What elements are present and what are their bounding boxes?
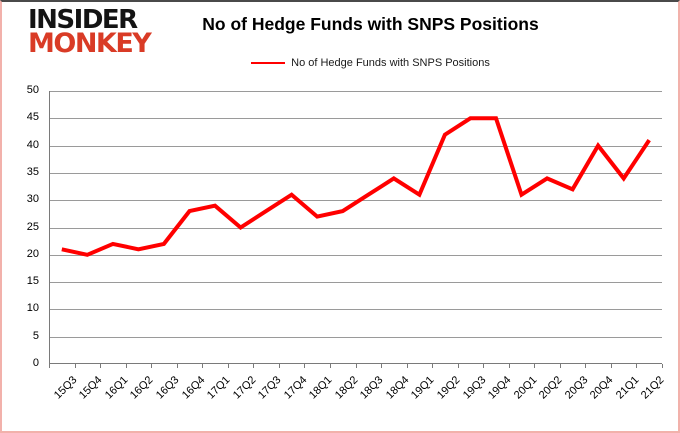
x-axis-tick-label: 17Q2 [230,374,259,402]
x-axis-tick-label: 19Q2 [434,374,463,402]
logo-text-monkey: MONKEY [28,27,152,59]
y-axis-tick-label: 30 [26,193,39,206]
y-axis-tick-label: 45 [26,111,39,124]
y-axis-tick-label: 20 [26,247,39,260]
x-axis-tick-label: 20Q4 [588,374,616,402]
x-axis-tick-label: 21Q2 [639,374,667,402]
x-axis-tick-label: 20Q3 [562,374,591,402]
y-axis-tick-label: 40 [26,138,39,151]
x-axis-tick-label: 15Q4 [77,374,105,402]
y-axis-tick-label: 5 [32,329,39,342]
legend-label: No of Hedge Funds with SNPS Positions [291,57,490,69]
x-axis-tick-label: 18Q4 [383,374,412,402]
x-axis-tick-label: 19Q4 [485,374,514,402]
x-axis-tick-label: 17Q4 [281,374,310,402]
y-axis-tick-label: 10 [26,302,39,315]
legend-line-swatch [251,62,286,64]
y-axis-tick-label: 35 [26,165,39,178]
x-axis-tick-label: 16Q3 [153,374,182,402]
y-axis-labels: 0 5 10 15 20 25 30 35 40 45 50 [2,84,42,376]
x-axis-tick-label: 19Q1 [409,374,437,402]
x-axis-tick-label: 19Q3 [460,374,488,402]
y-axis-tick-label: 50 [26,84,39,96]
x-axis-tick-label: 20Q2 [537,374,565,402]
x-axis-tick-label: 16Q4 [179,374,207,402]
plot-area [49,91,663,368]
chart-title: No of Hedge Funds with SNPS Positions [202,14,539,34]
x-axis-tick-label: 16Q1 [102,374,131,402]
y-axis-tick-label: 25 [26,220,39,233]
series-line [61,116,651,257]
y-axis-tick-label: 0 [32,357,39,369]
x-axis-tick-label: 18Q1 [307,374,335,402]
y-axis-tick-label: 15 [26,275,39,288]
x-axis-tick-label: 18Q2 [332,374,361,402]
insider-monkey-logo: INSIDER MONKEY [28,5,152,59]
x-axis-labels: 15Q3 15Q4 16Q1 16Q2 16Q3 16Q4 17Q1 17Q2 17Q3 17Q4… [49,368,667,414]
x-axis-tick-label: 17Q3 [256,374,284,402]
x-axis-tick-label: 17Q1 [204,374,233,402]
x-axis-tick-label: 16Q2 [128,374,156,402]
legend: No of Hedge Funds with SNPS Positions [59,57,678,69]
x-axis-tick-label: 15Q3 [51,374,80,402]
x-axis-tick-label: 18Q3 [358,374,386,402]
chart-canvas [49,91,663,368]
x-axis-tick-label: 21Q1 [613,374,642,402]
x-axis-tick-label: 20Q1 [511,374,540,402]
logo-text-insider: INSIDER [28,5,138,35]
